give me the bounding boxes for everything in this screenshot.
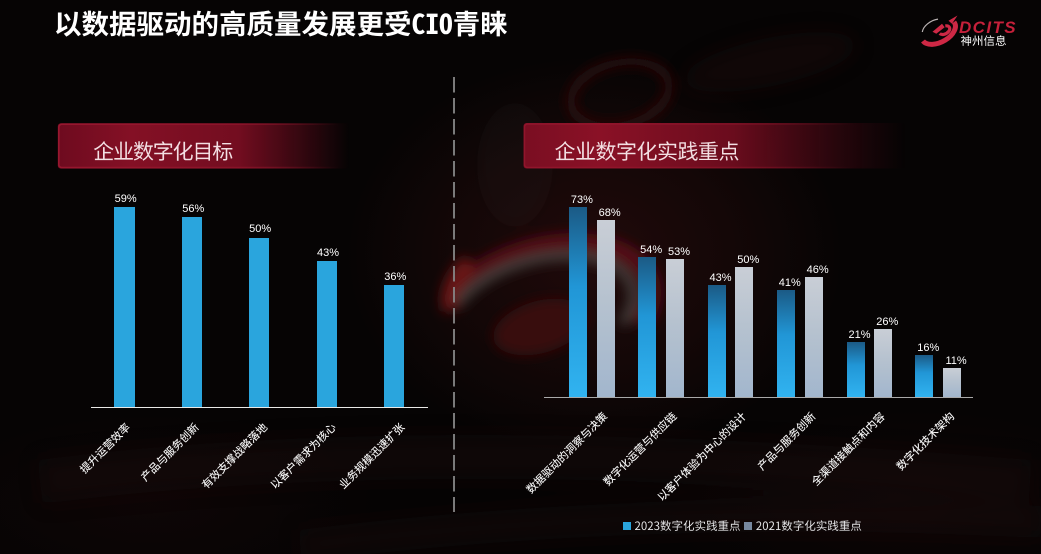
svg-text:DCITS: DCITS — [959, 18, 1017, 37]
